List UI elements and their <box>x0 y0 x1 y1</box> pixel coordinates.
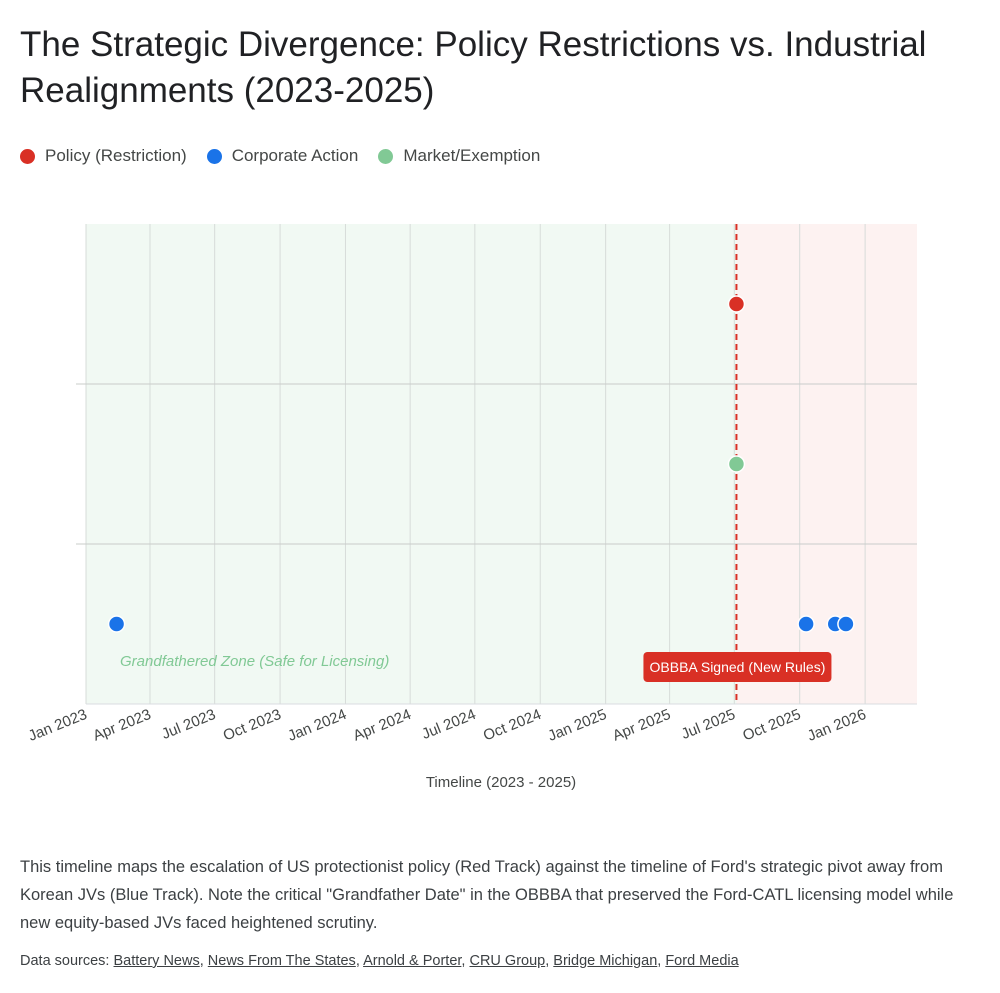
point-corporate-action-1 <box>797 615 815 633</box>
legend-dot-market <box>378 148 394 164</box>
legend-label-policy: Policy (Restriction) <box>45 146 187 165</box>
point-corporate-action-3 <box>837 615 855 633</box>
legend-label-market: Market/Exemption <box>403 146 541 165</box>
legend-item-market[interactable]: Market/Exemption <box>378 146 540 166</box>
x-tick-label-1: Apr 2023 <box>91 706 154 745</box>
source-link-cru-group[interactable]: CRU Group <box>469 953 546 969</box>
x-tick-label-5: Apr 2024 <box>351 706 414 745</box>
x-tick-labels: Jan 2023 Apr 2023 Jul 2023 Oct 2023 Jan 2024… <box>26 706 869 745</box>
region-grandfathered <box>86 224 737 704</box>
x-tick-label-12: Jan 2026 <box>805 706 869 745</box>
legend-label-corporate: Corporate Action <box>231 146 359 165</box>
point-policy-restriction--0 <box>727 295 746 313</box>
region-restricted <box>736 224 917 704</box>
legend-dot-corporate <box>206 148 222 164</box>
source-link-battery-news[interactable]: Battery News <box>113 953 200 969</box>
x-tick-label-10: Jul 2025 <box>679 706 738 743</box>
x-tick-label-3: Oct 2023 <box>221 706 284 745</box>
point-market-exemption-0 <box>727 455 746 473</box>
data-sources: Data sources: Battery News, News From Th… <box>20 953 739 969</box>
source-link-ford-media[interactable]: Ford Media <box>665 953 739 969</box>
x-tick-label-4: Jan 2024 <box>285 706 349 745</box>
x-tick-label-0: Jan 2023 <box>26 706 90 745</box>
x-tick-label-11: Oct 2025 <box>740 706 803 745</box>
point-corporate-action-0 <box>107 615 126 633</box>
x-tick-label-7: Oct 2024 <box>481 706 544 745</box>
source-link-bridge-michigan[interactable]: Bridge Michigan <box>553 953 658 969</box>
legend-item-corporate[interactable]: Corporate Action <box>206 146 359 166</box>
x-tick-label-6: Jul 2024 <box>419 706 478 743</box>
source-link-arnold-porter[interactable]: Arnold & Porter <box>363 953 462 969</box>
reference-label-box <box>643 652 832 682</box>
sources-label: Data sources: <box>20 953 110 969</box>
x-tick-label-8: Jan 2025 <box>546 706 610 745</box>
reference-label-text: OBBBA Signed (New Rules) <box>650 659 826 675</box>
points-layer <box>107 295 855 633</box>
x-axis-title: Timeline (2023 - 2025) <box>426 774 576 791</box>
regions-layer <box>86 224 917 704</box>
region-label-grandfathered: Grandfathered Zone (Safe for Licensing) <box>120 653 389 670</box>
labels-layer: Grandfathered Zone (Safe for Licensing) O… <box>120 652 832 682</box>
x-tick-label-2: Jul 2023 <box>159 706 218 743</box>
legend-dot-policy <box>20 148 35 164</box>
legend-item-policy[interactable]: Policy (Restriction) <box>20 146 187 166</box>
chart-description: This timeline maps the escalation of US … <box>20 858 954 932</box>
x-tick-label-9: Apr 2025 <box>610 706 673 745</box>
source-link-news-from-the-states[interactable]: News From The States <box>207 953 356 969</box>
timeline-chart: Grandfathered Zone (Safe for Licensing) O… <box>26 224 917 791</box>
chart-title: The Strategic Divergence: Policy Restric… <box>20 25 927 110</box>
legend: Policy (Restriction) Corporate Action Ma… <box>20 146 560 166</box>
